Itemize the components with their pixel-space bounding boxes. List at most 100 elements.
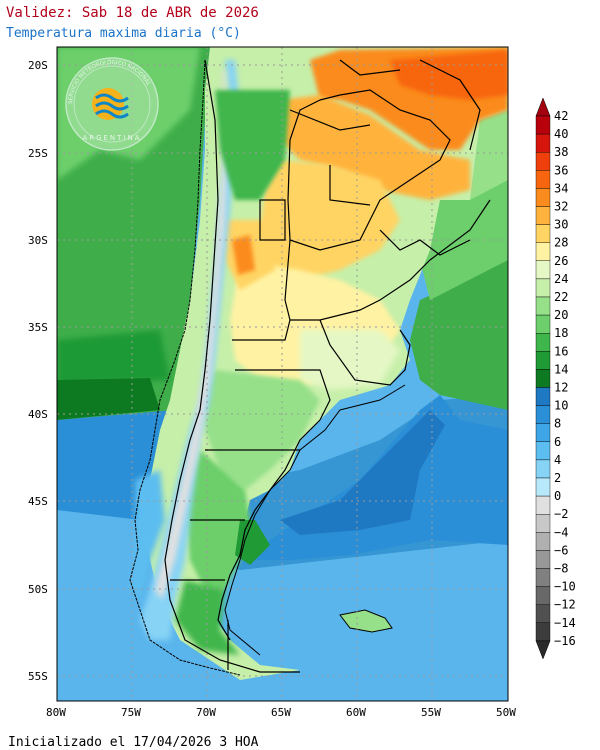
colorbar-swatch: [535, 405, 551, 424]
colorbar-swatch: [535, 333, 551, 352]
andes-snow-strip: [155, 70, 228, 600]
colorbar-label: −12: [554, 598, 576, 612]
colorbar-label: −6: [554, 543, 568, 557]
colorbar-label: −2: [554, 507, 568, 521]
lat-label-45S: 45S: [28, 495, 48, 508]
colorbar-label: 36: [554, 163, 568, 177]
land-warm-north: [280, 95, 470, 200]
colorbar-label: 34: [554, 181, 568, 195]
colorbar-label: 18: [554, 326, 568, 340]
colorbar-swatch: [535, 441, 551, 461]
colorbar-label: 12: [554, 381, 568, 395]
lon-label-80W: 80W: [46, 706, 66, 719]
colorbar-swatch: [535, 604, 551, 624]
colorbar-swatch: [535, 423, 551, 443]
colorbar-swatch: [535, 369, 551, 388]
lon-label-55W: 55W: [421, 706, 441, 719]
colorbar-label: 24: [554, 272, 568, 286]
colorbar-swatch: [535, 115, 551, 135]
colorbar-label: 40: [554, 127, 568, 141]
colorbar-label: 38: [554, 145, 568, 159]
land-patagonia-2: [185, 450, 250, 600]
andes-north-green: [215, 90, 290, 200]
lon-label-50W: 50W: [496, 706, 516, 719]
colorbar-top-arrow: [535, 97, 551, 117]
colorbar-label: 14: [554, 362, 568, 376]
lat-label-20S: 20S: [28, 59, 48, 72]
colorbar-swatch: [535, 514, 551, 533]
atlantic-coastline: [224, 384, 406, 656]
lat-label-25S: 25S: [28, 147, 48, 160]
initialization-text: Inicializado el 17/04/2026 3 HOA: [8, 735, 259, 750]
colorbar-swatch: [535, 586, 551, 605]
colorbar-swatch: [535, 387, 551, 406]
land-patagonia-1: [205, 370, 320, 490]
colorbar-label: −10: [554, 580, 576, 594]
lat-label-30S: 30S: [28, 234, 48, 247]
smn-logo: SERVICIO METEOROLÓGICO NACIONAL ARGENTIN…: [65, 57, 159, 151]
lat-label-50S: 50S: [28, 583, 48, 596]
ocean-atlantic-deep: [280, 410, 445, 535]
forecast-validity-title: Validez: Sab 18 de ABR de 2026: [6, 5, 259, 21]
lat-label-40S: 40S: [28, 408, 48, 421]
land-patagonia-3: [235, 520, 270, 565]
colorbar-swatch: [535, 278, 551, 298]
colorbar-swatch: [535, 568, 551, 587]
colorbar-label: 8: [554, 417, 561, 431]
colorbar-label: 20: [554, 308, 568, 322]
colorbar-label: 10: [554, 399, 568, 413]
lon-label-60W: 60W: [346, 706, 366, 719]
colorbar-label: 6: [554, 435, 561, 449]
colorbar-bottom-arrow: [535, 640, 551, 660]
land-hot-west: [232, 235, 255, 275]
colorbar-swatch: [535, 495, 551, 515]
colorbar-swatch: [535, 260, 551, 280]
temperature-colorbar: 424038363432302826242220181614121086420−…: [535, 97, 576, 660]
lat-axis: 20S 25S 30S 35S 40S 45S 50S 55S: [28, 59, 48, 683]
map-frame: [56, 46, 509, 702]
colorbar-label: 22: [554, 290, 568, 304]
land-chaco-warm: [260, 160, 400, 280]
colorbar-swatch: [535, 550, 551, 569]
colorbar-label: −8: [554, 562, 568, 576]
chile-coastline: [129, 59, 241, 676]
ocean-pacific-lightgreen: [57, 47, 200, 180]
colorbar-swatch: [535, 151, 551, 171]
land-pale-buenosaires: [300, 330, 400, 390]
colorbar-swatch: [535, 206, 551, 225]
colorbar-label: 16: [554, 344, 568, 358]
lon-axis: 80W 75W 70W 65W 60W 55W 50W: [46, 706, 516, 719]
colorbar-swatch: [535, 477, 551, 497]
colorbar-swatch: [535, 622, 551, 642]
colorbar-label: 32: [554, 200, 568, 214]
ocean-atlantic-north-pale: [470, 110, 508, 200]
lat-label-35S: 35S: [28, 321, 48, 334]
colorbar-label: 26: [554, 254, 568, 268]
colorbar-label: 42: [554, 109, 568, 123]
colorbar-label: −4: [554, 525, 568, 539]
colorbar-swatch: [535, 351, 551, 370]
logo-country-text: ARGENTINA: [82, 134, 141, 142]
ocean-pacific-darkest: [57, 378, 160, 420]
colorbar-label: 0: [554, 489, 561, 503]
lon-label-65W: 65W: [271, 706, 291, 719]
colorbar-swatch: [535, 170, 551, 189]
lon-label-70W: 70W: [196, 706, 216, 719]
colorbar-label: −14: [554, 616, 576, 630]
colorbar-swatch: [535, 242, 551, 261]
chile-fjords: [130, 470, 165, 600]
ocean-pacific-darkgreen: [57, 330, 170, 385]
colorbar-label: 4: [554, 453, 561, 467]
wave-icon: [95, 93, 129, 119]
ocean-atlantic-north-light: [420, 180, 508, 300]
colorbar-swatch: [535, 532, 551, 551]
political-borders: [164, 59, 491, 673]
colorbar-swatch: [535, 314, 551, 334]
colorbar-swatch: [535, 459, 551, 479]
colorbar-swatch: [535, 133, 551, 153]
malvinas-islands: [339, 609, 393, 633]
colorbar-label: 2: [554, 471, 561, 485]
colorbar-label: 28: [554, 236, 568, 250]
colorbar-swatch: [535, 224, 551, 243]
